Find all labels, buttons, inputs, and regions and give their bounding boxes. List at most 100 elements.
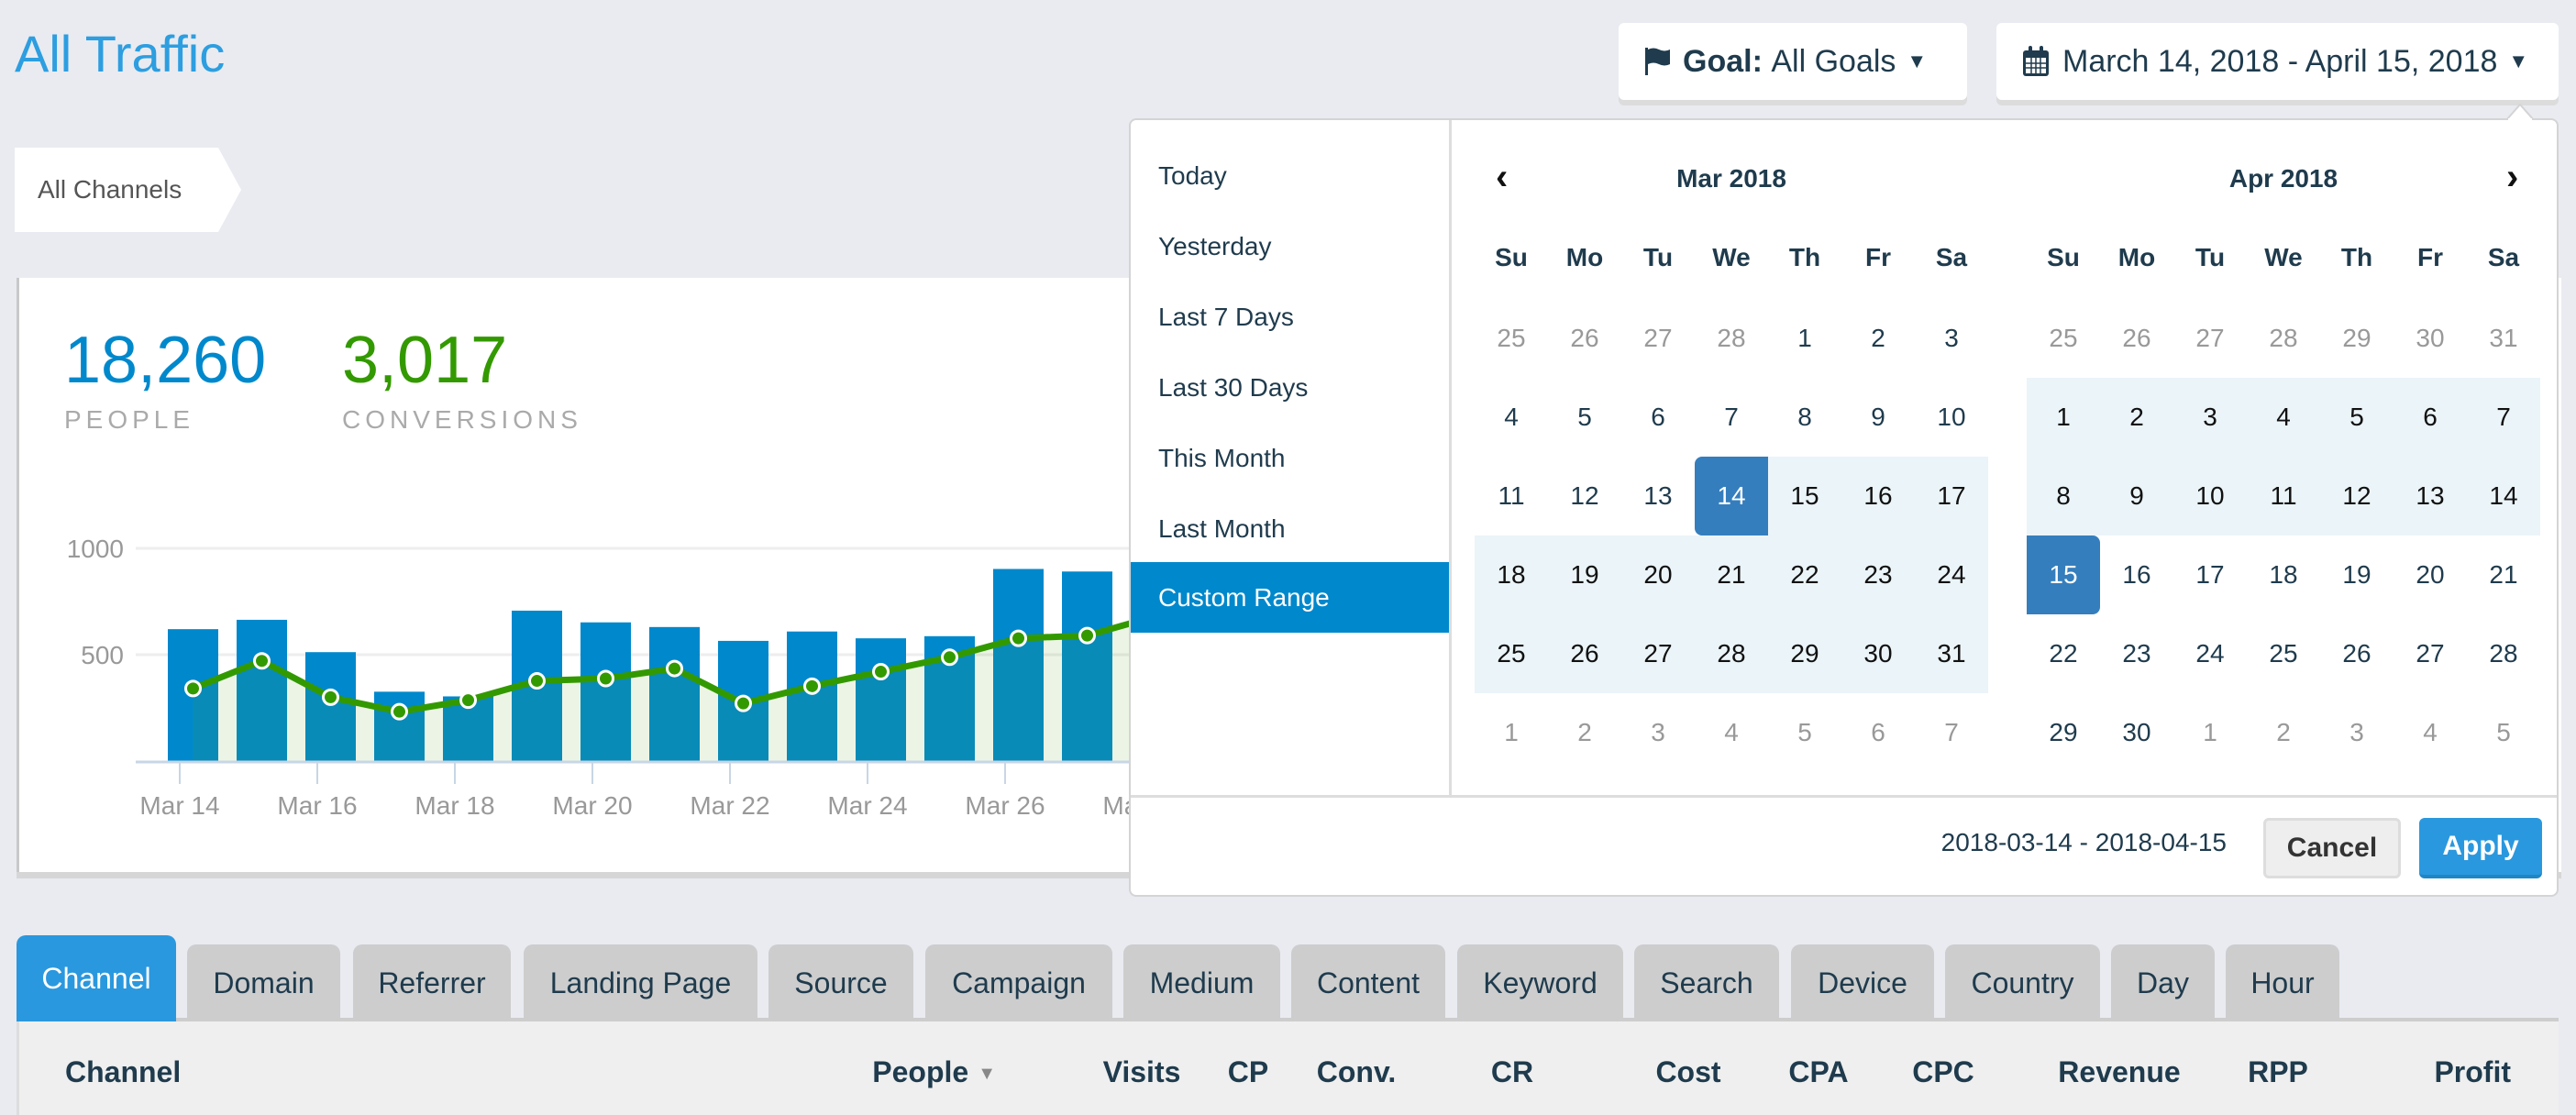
calendar-day[interactable]: 30 <box>1841 614 1915 693</box>
tab-domain[interactable]: Domain <box>187 944 340 1021</box>
column-header[interactable]: RPP <box>2186 1055 2370 1089</box>
calendar-day[interactable]: 28 <box>1717 324 1746 352</box>
calendar-day[interactable]: 22 <box>1768 535 1841 614</box>
calendar-day[interactable]: 21 <box>1695 535 1768 614</box>
column-header[interactable]: CPA <box>1727 1055 1910 1089</box>
calendar-day[interactable]: 22 <box>2049 639 2078 668</box>
column-header[interactable]: Conv. <box>1265 1055 1448 1089</box>
calendar-day[interactable]: 29 <box>1768 614 1841 693</box>
range-option[interactable]: Today <box>1158 161 1227 190</box>
calendar-day[interactable]: 26 <box>1548 614 1621 693</box>
range-option[interactable]: Last Month <box>1158 514 1286 543</box>
calendar-day[interactable]: 10 <box>1937 403 1966 431</box>
range-option[interactable]: Last 30 Days <box>1158 373 1309 402</box>
tab-device[interactable]: Device <box>1791 944 1934 1021</box>
calendar-day[interactable]: 7 <box>2467 378 2540 457</box>
calendar-day[interactable]: 7 <box>1944 718 1959 746</box>
calendar-day[interactable]: 19 <box>1548 535 1621 614</box>
calendar-day[interactable]: 4 <box>2247 378 2320 457</box>
calendar-day[interactable]: 1 <box>1504 718 1519 746</box>
calendar-day[interactable]: 6 <box>1651 403 1665 431</box>
tab-source[interactable]: Source <box>768 944 913 1021</box>
calendar-day[interactable]: 4 <box>1724 718 1739 746</box>
calendar-day[interactable]: 25 <box>2269 639 2298 668</box>
calendar-day[interactable]: 16 <box>1841 457 1915 535</box>
calendar-day[interactable]: 15 <box>2027 535 2100 614</box>
calendar-day[interactable]: 23 <box>2122 639 2151 668</box>
calendar-day[interactable]: 2 <box>2100 378 2173 457</box>
calendar-day[interactable]: 27 <box>2416 639 2445 668</box>
calendar-day[interactable]: 5 <box>2320 378 2394 457</box>
calendar-day[interactable]: 11 <box>1498 481 1525 510</box>
calendar-day[interactable]: 20 <box>1621 535 1695 614</box>
calendar-day[interactable]: 2 <box>2276 718 2291 746</box>
calendar-day[interactable]: 6 <box>2394 378 2467 457</box>
tab-keyword[interactable]: Keyword <box>1457 944 1623 1021</box>
calendar-day[interactable]: 4 <box>1504 403 1519 431</box>
column-header[interactable]: Cost <box>1597 1055 1780 1089</box>
calendar-day[interactable]: 5 <box>1577 403 1592 431</box>
goal-dropdown-button[interactable]: Goal: All Goals ▼ <box>1619 23 1967 100</box>
calendar-day[interactable]: 14 <box>2467 457 2540 535</box>
tab-hour[interactable]: Hour <box>2226 944 2339 1021</box>
calendar-day[interactable]: 20 <box>2416 560 2445 589</box>
column-header[interactable]: People ▼ <box>872 1055 996 1089</box>
column-header[interactable]: CR <box>1421 1055 1604 1089</box>
calendar-day[interactable]: 13 <box>1643 481 1673 510</box>
column-header[interactable]: Channel <box>65 1055 181 1089</box>
column-header[interactable]: Profit <box>2434 1055 2511 1089</box>
tab-content[interactable]: Content <box>1291 944 1445 1021</box>
calendar-day[interactable]: 18 <box>1475 535 1548 614</box>
tab-country[interactable]: Country <box>1945 944 2100 1021</box>
calendar-day[interactable]: 6 <box>1871 718 1885 746</box>
breadcrumb[interactable]: All Channels <box>15 148 241 232</box>
range-option[interactable]: Last 7 Days <box>1158 303 1294 331</box>
tab-referrer[interactable]: Referrer <box>353 944 511 1021</box>
calendar-day[interactable]: 5 <box>2496 718 2511 746</box>
calendar-day[interactable]: 31 <box>1915 614 1988 693</box>
calendar-day[interactable]: 31 <box>2489 324 2518 352</box>
calendar-day[interactable]: 29 <box>2049 718 2078 746</box>
calendar-day[interactable]: 15 <box>1768 457 1841 535</box>
date-range-button[interactable]: March 14, 2018 - April 15, 2018 ▼ <box>1996 23 2559 100</box>
calendar-day[interactable]: 18 <box>2269 560 2298 589</box>
calendar-day[interactable]: 25 <box>1497 324 1526 352</box>
calendar-day[interactable]: 24 <box>2195 639 2225 668</box>
calendar-day[interactable]: 8 <box>1797 403 1812 431</box>
calendar-day[interactable]: 17 <box>1915 457 1988 535</box>
calendar-day[interactable]: 26 <box>2122 324 2151 352</box>
calendar-day[interactable]: 27 <box>1621 614 1695 693</box>
calendar-day[interactable]: 8 <box>2027 457 2100 535</box>
calendar-day[interactable]: 11 <box>2247 457 2320 535</box>
column-header[interactable]: CP <box>1156 1055 1340 1089</box>
calendar-day[interactable]: 3 <box>2349 718 2364 746</box>
calendar-day[interactable]: 3 <box>1944 324 1959 352</box>
tab-landing-page[interactable]: Landing Page <box>524 944 757 1021</box>
calendar-day[interactable]: 13 <box>2394 457 2467 535</box>
tab-day[interactable]: Day <box>2111 944 2215 1021</box>
calendar-day[interactable]: 29 <box>2342 324 2371 352</box>
calendar-day[interactable]: 1 <box>2027 378 2100 457</box>
calendar-day[interactable]: 2 <box>1577 718 1592 746</box>
calendar-day[interactable]: 28 <box>2269 324 2298 352</box>
calendar-day[interactable]: 5 <box>1797 718 1812 746</box>
tab-channel[interactable]: Channel <box>17 935 176 1021</box>
calendar-day[interactable]: 19 <box>2342 560 2371 589</box>
calendar-day[interactable]: 27 <box>2195 324 2225 352</box>
calendar-day[interactable]: 3 <box>2173 378 2247 457</box>
calendar-day[interactable]: 25 <box>1475 614 1548 693</box>
calendar-day[interactable]: 21 <box>2489 560 2518 589</box>
calendar-day[interactable]: 23 <box>1841 535 1915 614</box>
calendar-day[interactable]: 28 <box>1695 614 1768 693</box>
calendar-day[interactable]: 26 <box>1570 324 1599 352</box>
calendar-day[interactable]: 1 <box>1797 324 1812 352</box>
prev-month-arrow[interactable]: ‹ <box>1496 157 1509 197</box>
column-header[interactable]: Visits <box>1050 1055 1233 1089</box>
calendar-day[interactable]: 1 <box>2203 718 2217 746</box>
column-header[interactable]: Revenue <box>2028 1055 2211 1089</box>
calendar-day[interactable]: 10 <box>2173 457 2247 535</box>
calendar-day[interactable]: 9 <box>1871 403 1885 431</box>
calendar-day[interactable]: 12 <box>2320 457 2394 535</box>
calendar-day[interactable]: 17 <box>2195 560 2225 589</box>
calendar-day[interactable]: 24 <box>1915 535 1988 614</box>
